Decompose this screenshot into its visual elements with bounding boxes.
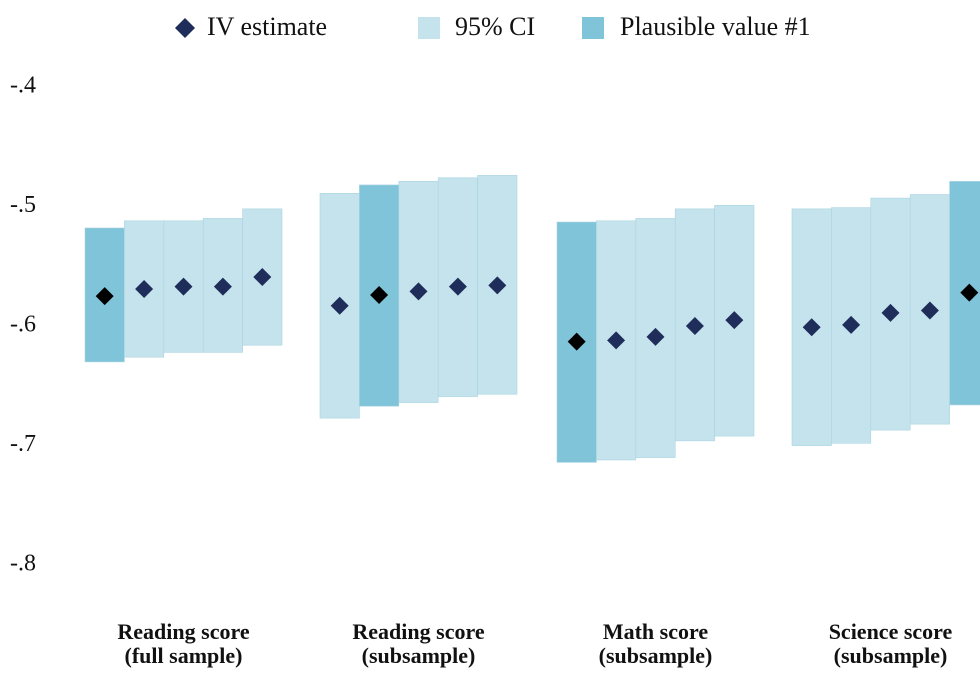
estimate-marker	[567, 332, 586, 351]
x-tick-label: Reading score	[352, 619, 484, 644]
estimate-marker	[685, 317, 704, 336]
y-tick-label: -.6	[10, 312, 36, 338]
estimate-marker	[607, 331, 626, 350]
legend-marker	[418, 17, 440, 39]
legend-label: IV estimate	[207, 12, 327, 41]
x-tick-label: Science score	[829, 619, 953, 644]
estimate-marker	[802, 318, 821, 337]
legend-marker	[175, 18, 195, 38]
x-tick-label: (full sample)	[125, 643, 243, 668]
y-tick-label: -.7	[10, 431, 36, 457]
legend-label: Plausible value #1	[620, 12, 811, 41]
y-tick-label: -.8	[10, 551, 36, 577]
estimate-marker	[725, 311, 744, 330]
legend-label: 95% CI	[455, 12, 535, 41]
x-tick-label: Math score	[603, 619, 709, 644]
x-tick-label: (subsample)	[599, 643, 713, 668]
estimate-marker	[448, 277, 467, 296]
estimate-marker	[253, 268, 272, 287]
legend-marker	[582, 17, 604, 39]
estimate-marker	[409, 282, 428, 301]
estimate-marker	[174, 277, 193, 296]
estimate-marker	[95, 287, 114, 306]
x-tick-label: (subsample)	[834, 643, 948, 668]
estimate-marker	[488, 276, 507, 295]
x-tick-label: Reading score	[117, 619, 249, 644]
estimate-marker	[842, 315, 861, 334]
y-tick-label: -.5	[10, 192, 36, 218]
estimate-marker	[881, 303, 900, 322]
estimate-marker	[135, 279, 154, 298]
estimate-marker	[920, 301, 939, 320]
estimate-marker	[960, 283, 979, 302]
x-tick-label: (subsample)	[362, 643, 476, 668]
estimate-marker	[213, 277, 232, 296]
y-tick-label: -.4	[10, 72, 36, 98]
estimate-marker	[370, 285, 389, 304]
estimate-marker	[330, 296, 349, 315]
estimate-marker	[646, 327, 665, 346]
